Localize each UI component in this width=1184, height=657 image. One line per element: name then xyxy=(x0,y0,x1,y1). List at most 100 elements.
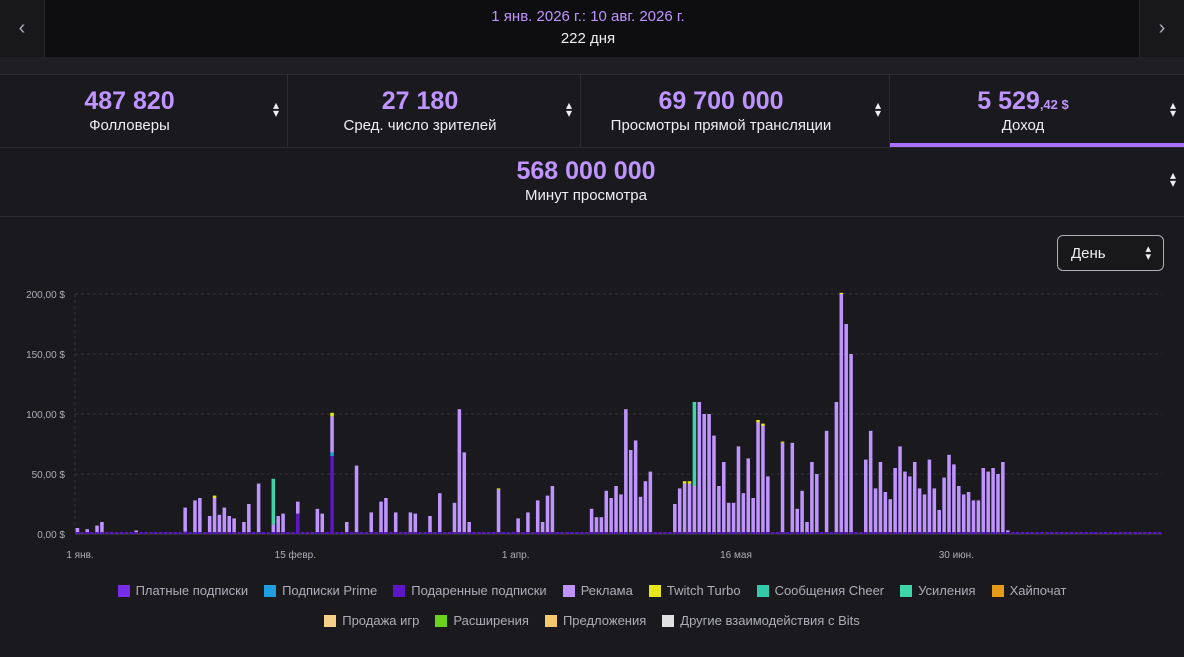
bar-segment-ads[interactable] xyxy=(986,471,990,534)
legend-item[interactable]: Расширения xyxy=(435,613,529,628)
bar-segment-ads[interactable] xyxy=(193,500,197,534)
bar-segment-ads[interactable] xyxy=(526,512,530,534)
bar-segment-ads[interactable] xyxy=(898,446,902,534)
bar-segment-ads[interactable] xyxy=(330,416,334,453)
bar-segment-ads[interactable] xyxy=(756,422,760,534)
bar-segment-ads[interactable] xyxy=(540,522,545,534)
legend-item[interactable]: Усиления xyxy=(900,583,976,598)
bar-segment-ads[interactable] xyxy=(344,522,349,534)
bar-segment-ads[interactable] xyxy=(795,508,799,534)
bar-segment-ads[interactable] xyxy=(790,442,795,534)
bar-segment-ads[interactable] xyxy=(780,442,785,534)
legend-item[interactable]: Подписки Prime xyxy=(264,583,377,598)
bar-segment-ads[interactable] xyxy=(912,462,917,534)
bar-segment-ads[interactable] xyxy=(379,501,383,534)
bar-segment-ads[interactable] xyxy=(496,489,501,534)
bar-segment-ads[interactable] xyxy=(741,493,746,534)
bar-segment-ads[interactable] xyxy=(682,483,687,534)
bar-segment-ads[interactable] xyxy=(614,486,618,534)
bar-segment-ads[interactable] xyxy=(702,414,706,534)
bar-segment-gift[interactable] xyxy=(296,513,300,534)
bar-segment-ads[interactable] xyxy=(1001,462,1005,534)
bar-segment-ads[interactable] xyxy=(942,477,946,534)
bar-segment-turbo[interactable] xyxy=(780,441,785,443)
bar-segment-turbo[interactable] xyxy=(761,423,765,426)
metric-minutes-watched[interactable]: 568 000 000 Минут просмотра ▴ ▾ xyxy=(0,147,1184,217)
legend-item[interactable]: Реклама xyxy=(562,583,633,598)
bar-segment-gift[interactable] xyxy=(330,456,334,534)
bar-segment-ads[interactable] xyxy=(961,494,966,534)
bar-segment-ads[interactable] xyxy=(315,508,320,534)
bar-segment-ads[interactable] xyxy=(736,446,741,534)
bar-segment-turbo[interactable] xyxy=(687,481,692,484)
period-select[interactable]: День ▴ ▾ xyxy=(1057,235,1164,271)
bar-segment-ads[interactable] xyxy=(908,476,912,534)
bar-segment-ads[interactable] xyxy=(766,476,770,534)
bar-segment-ads[interactable] xyxy=(438,493,442,534)
bar-segment-ads[interactable] xyxy=(227,516,231,534)
bar-segment-ads[interactable] xyxy=(873,488,878,534)
bar-segment-ads[interactable] xyxy=(810,462,814,534)
bar-segment-ads[interactable] xyxy=(996,474,1000,534)
legend-item[interactable]: Другие взаимодействия с Bits xyxy=(662,613,860,628)
metric-followers[interactable]: 487 820 Фолловеры ▴ ▾ xyxy=(0,75,288,147)
bar-segment-ads[interactable] xyxy=(217,514,222,534)
bar-segment-ads[interactable] xyxy=(256,483,261,534)
bar-segment-ads[interactable] xyxy=(692,486,697,534)
bar-segment-ads[interactable] xyxy=(707,414,711,534)
bar-segment-turbo[interactable] xyxy=(682,481,687,484)
legend-item[interactable]: Сообщения Cheer xyxy=(756,583,884,598)
metric-live-views[interactable]: 69 700 000 Просмотры прямой трансляции ▴… xyxy=(581,75,890,147)
bar-segment-ads[interactable] xyxy=(834,402,839,534)
bar-segment-ads[interactable] xyxy=(849,354,853,534)
bar-segment-ads[interactable] xyxy=(222,507,227,534)
bar-segment-cheer[interactable] xyxy=(692,402,697,486)
bar-segment-ads[interactable] xyxy=(232,518,236,534)
bar-segment-ads[interactable] xyxy=(628,450,633,534)
bar-segment-ads[interactable] xyxy=(428,516,432,534)
bar-segment-ads[interactable] xyxy=(731,502,736,534)
bar-segment-ads[interactable] xyxy=(673,504,677,534)
bar-segment-ads[interactable] xyxy=(393,512,398,534)
bar-segment-ads[interactable] xyxy=(276,516,280,534)
bar-segment-ads[interactable] xyxy=(839,294,844,534)
bar-segment-ads[interactable] xyxy=(462,452,467,534)
bar-segment-ads[interactable] xyxy=(761,426,765,534)
bar-segment-ads[interactable] xyxy=(296,501,300,514)
bar-segment-ads[interactable] xyxy=(408,512,413,534)
bar-segment-ads[interactable] xyxy=(452,502,457,534)
legend-item[interactable]: Платные подписки xyxy=(117,583,248,598)
bar-segment-ads[interactable] xyxy=(722,462,726,534)
bar-segment-ads[interactable] xyxy=(212,498,217,534)
bar-segment-ads[interactable] xyxy=(535,500,540,534)
bar-segment-ads[interactable] xyxy=(981,468,986,534)
bar-segment-ads[interactable] xyxy=(922,494,927,534)
bar-segment-ads[interactable] xyxy=(242,522,246,534)
bar-segment-ads[interactable] xyxy=(281,513,285,534)
bar-segment-turbo[interactable] xyxy=(839,292,844,294)
bar-segment-prime[interactable] xyxy=(330,452,334,456)
bar-segment-ads[interactable] xyxy=(864,459,868,534)
bar-segment-ads[interactable] xyxy=(183,507,187,532)
bar-segment-ads[interactable] xyxy=(599,517,604,534)
legend-item[interactable]: Подаренные подписки xyxy=(393,583,547,598)
bar-segment-ads[interactable] xyxy=(712,435,716,534)
bar-segment-ads[interactable] xyxy=(604,490,609,534)
bar-segment-turbo[interactable] xyxy=(756,420,760,423)
bar-segment-ads[interactable] xyxy=(800,490,804,534)
bar-segment-ads[interactable] xyxy=(320,513,325,534)
bar-segment-ads[interactable] xyxy=(100,522,104,534)
bar-segment-ads[interactable] xyxy=(413,513,418,534)
bar-segment-ads[interactable] xyxy=(966,492,971,534)
bar-segment-ads[interactable] xyxy=(883,492,888,534)
bar-segment-ads[interactable] xyxy=(619,494,623,534)
bar-segment-ads[interactable] xyxy=(638,496,643,534)
bar-segment-ads[interactable] xyxy=(697,402,702,534)
legend-item[interactable]: Twitch Turbo xyxy=(648,583,741,598)
bar-segment-ads[interactable] xyxy=(957,486,961,534)
bar-segment-ads[interactable] xyxy=(991,468,995,534)
bar-segment-ads[interactable] xyxy=(75,528,80,534)
metric-revenue[interactable]: 5 529,42 $ Доход ▴ ▾ xyxy=(890,75,1184,147)
bar-segment-ads[interactable] xyxy=(971,500,976,534)
bar-segment-ads[interactable] xyxy=(815,474,819,534)
